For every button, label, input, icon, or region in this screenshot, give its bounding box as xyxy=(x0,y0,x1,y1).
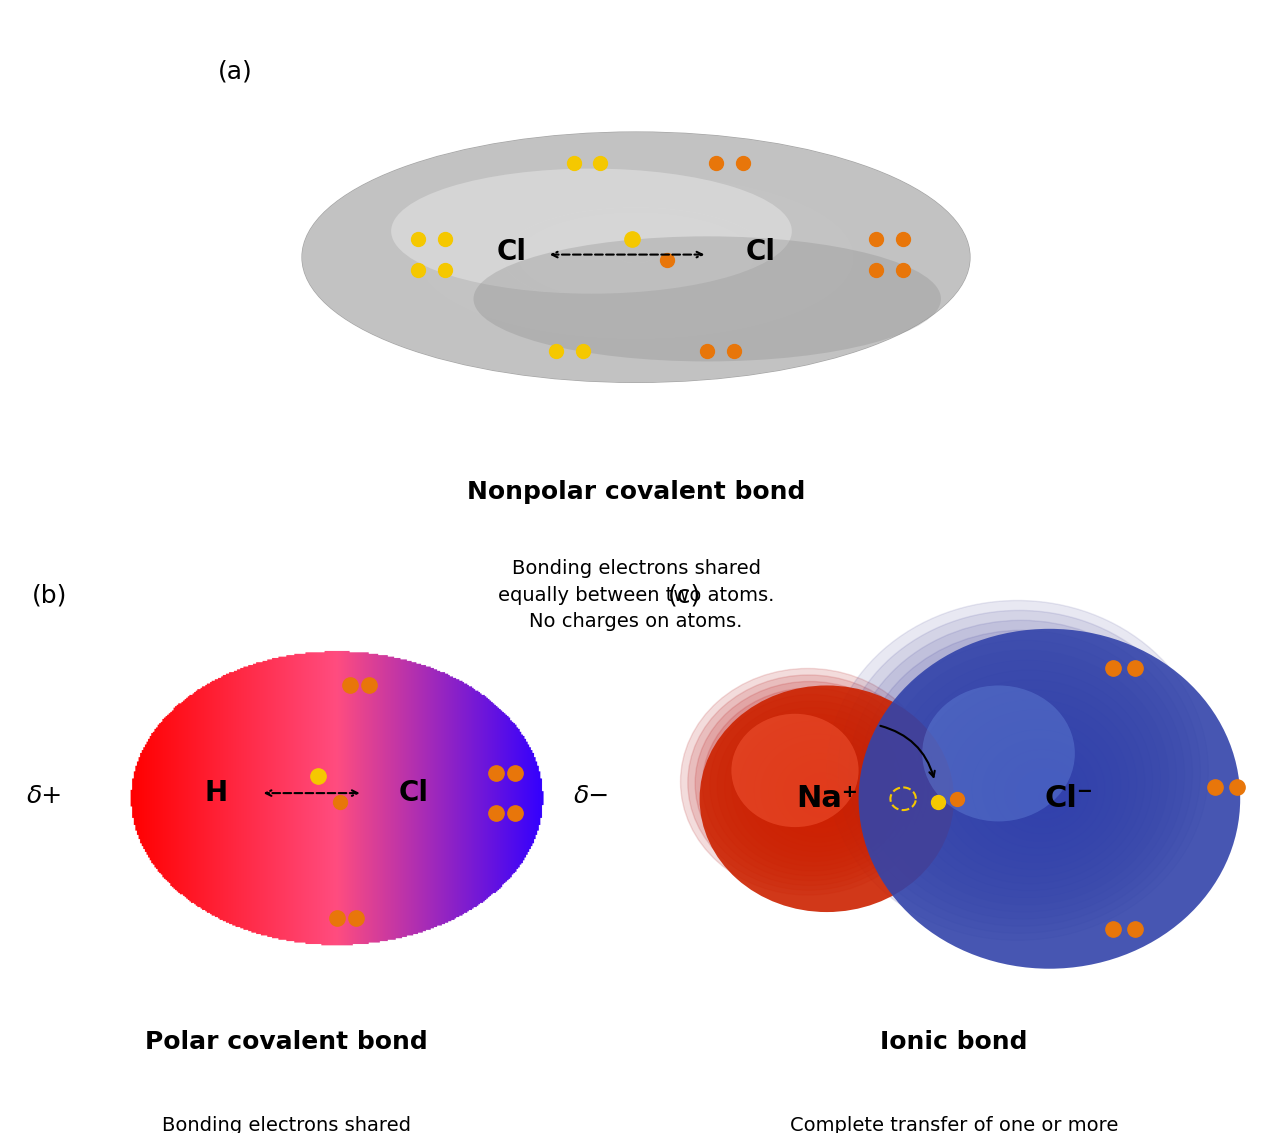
Circle shape xyxy=(983,739,1098,841)
Ellipse shape xyxy=(603,245,669,270)
Circle shape xyxy=(972,730,1105,849)
Circle shape xyxy=(700,685,954,912)
Circle shape xyxy=(725,707,903,866)
Ellipse shape xyxy=(392,169,791,293)
Ellipse shape xyxy=(385,163,887,351)
Text: Nonpolar covalent bond: Nonpolar covalent bond xyxy=(467,479,805,504)
Circle shape xyxy=(702,688,918,880)
Circle shape xyxy=(904,670,1152,891)
Ellipse shape xyxy=(536,220,736,295)
Circle shape xyxy=(790,766,854,823)
Circle shape xyxy=(747,727,887,852)
Ellipse shape xyxy=(418,176,854,339)
Ellipse shape xyxy=(552,225,720,289)
Text: Bonding electrons shared
equally between two atoms.
No charges on atoms.: Bonding electrons shared equally between… xyxy=(497,560,775,631)
Circle shape xyxy=(761,740,875,842)
Circle shape xyxy=(710,695,913,876)
Circle shape xyxy=(883,650,1169,905)
Ellipse shape xyxy=(402,170,870,344)
Circle shape xyxy=(850,620,1193,926)
Text: Cl: Cl xyxy=(398,780,429,807)
Circle shape xyxy=(838,611,1201,934)
Ellipse shape xyxy=(486,201,786,314)
Circle shape xyxy=(776,753,865,833)
Text: Ionic bond: Ionic bond xyxy=(880,1030,1028,1055)
Circle shape xyxy=(949,709,1121,862)
Circle shape xyxy=(1028,780,1066,813)
Ellipse shape xyxy=(570,232,703,282)
Circle shape xyxy=(993,749,1089,834)
Circle shape xyxy=(1038,789,1057,806)
Circle shape xyxy=(739,721,892,857)
Ellipse shape xyxy=(303,133,971,382)
Circle shape xyxy=(731,714,897,861)
Circle shape xyxy=(717,701,908,871)
Circle shape xyxy=(681,668,935,895)
Circle shape xyxy=(939,699,1130,870)
Text: Complete transfer of one or more
valence electrons.
Full charges on resulting io: Complete transfer of one or more valence… xyxy=(790,1116,1118,1133)
Circle shape xyxy=(1005,759,1081,827)
Circle shape xyxy=(784,759,860,827)
Ellipse shape xyxy=(473,237,941,361)
Circle shape xyxy=(731,714,859,827)
Circle shape xyxy=(827,600,1208,940)
Circle shape xyxy=(805,780,843,813)
Text: (a): (a) xyxy=(218,59,252,83)
Circle shape xyxy=(813,786,838,808)
Text: Na⁺: Na⁺ xyxy=(796,784,857,813)
Ellipse shape xyxy=(586,238,686,276)
Circle shape xyxy=(768,747,870,837)
Circle shape xyxy=(696,681,923,886)
Circle shape xyxy=(859,629,1240,969)
Circle shape xyxy=(1016,769,1074,820)
Circle shape xyxy=(753,734,881,846)
Text: (b): (b) xyxy=(32,583,67,607)
Ellipse shape xyxy=(352,151,920,364)
Circle shape xyxy=(960,719,1113,855)
Ellipse shape xyxy=(453,188,819,326)
Text: H: H xyxy=(205,780,228,807)
Text: Cl⁻: Cl⁻ xyxy=(1044,784,1093,813)
Circle shape xyxy=(819,792,832,803)
Text: Cl: Cl xyxy=(745,238,776,266)
Circle shape xyxy=(798,773,848,818)
Ellipse shape xyxy=(319,138,953,376)
Ellipse shape xyxy=(303,133,971,382)
Text: Polar covalent bond: Polar covalent bond xyxy=(145,1030,427,1055)
Circle shape xyxy=(922,685,1075,821)
Ellipse shape xyxy=(502,207,770,307)
Circle shape xyxy=(871,640,1177,912)
Text: δ+: δ+ xyxy=(27,784,62,808)
Circle shape xyxy=(894,659,1161,897)
Ellipse shape xyxy=(519,213,753,301)
Ellipse shape xyxy=(619,250,653,264)
Text: Bonding electrons shared
unequally  between two atoms.
Partial charges on atoms.: Bonding electrons shared unequally betwe… xyxy=(132,1116,440,1133)
Ellipse shape xyxy=(436,182,837,332)
Circle shape xyxy=(860,630,1184,919)
Ellipse shape xyxy=(469,195,803,320)
Text: (c): (c) xyxy=(668,583,701,607)
Circle shape xyxy=(688,675,930,891)
Circle shape xyxy=(927,690,1137,877)
Ellipse shape xyxy=(336,145,936,369)
Text: Cl: Cl xyxy=(496,238,527,266)
Circle shape xyxy=(916,680,1145,884)
Ellipse shape xyxy=(369,157,903,357)
Text: δ−: δ− xyxy=(574,784,609,808)
